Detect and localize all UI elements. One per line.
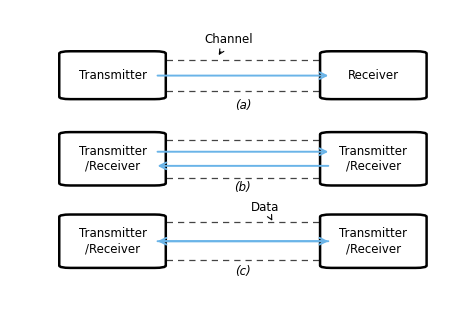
Text: Transmitter
/Receiver: Transmitter /Receiver	[79, 227, 146, 255]
Text: Transmitter
/Receiver: Transmitter /Receiver	[339, 145, 407, 173]
Text: Data: Data	[251, 201, 279, 220]
FancyBboxPatch shape	[320, 51, 427, 99]
FancyBboxPatch shape	[320, 215, 427, 268]
Text: Receiver: Receiver	[348, 69, 399, 82]
Text: Transmitter
/Receiver: Transmitter /Receiver	[79, 145, 146, 173]
FancyBboxPatch shape	[59, 215, 166, 268]
Text: Channel: Channel	[204, 33, 253, 54]
Text: Transmitter: Transmitter	[79, 69, 146, 82]
Text: (c): (c)	[235, 265, 251, 278]
FancyBboxPatch shape	[59, 51, 166, 99]
Text: (a): (a)	[235, 99, 251, 112]
FancyBboxPatch shape	[59, 132, 166, 185]
FancyBboxPatch shape	[320, 132, 427, 185]
Text: Transmitter
/Receiver: Transmitter /Receiver	[339, 227, 407, 255]
Text: (b): (b)	[235, 181, 251, 194]
